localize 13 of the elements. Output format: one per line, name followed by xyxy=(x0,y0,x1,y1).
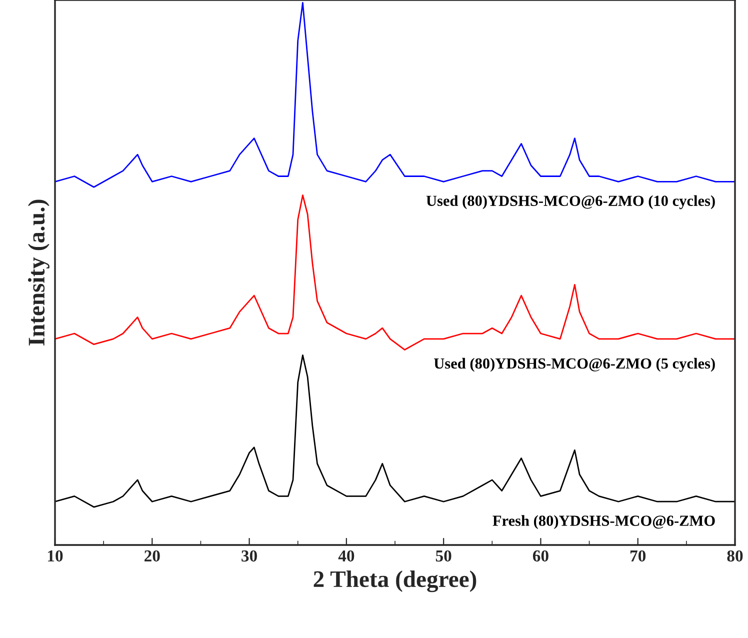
x-tick-label: 50 xyxy=(436,550,452,562)
x-tick-label: 40 xyxy=(338,550,354,562)
x-tick-label: 20 xyxy=(144,550,160,562)
x-tick-label: 60 xyxy=(532,550,548,562)
series-label: Used (80)YDSHS-MCO@6-ZMO (10 cycles) xyxy=(426,195,715,210)
x-tick-label: 70 xyxy=(630,550,646,562)
series-label: Fresh (80)YDSHS-MCO@6-ZMO xyxy=(492,515,715,530)
x-axis-title: 2 Theta (degree) xyxy=(314,570,476,592)
x-tick-label: 80 xyxy=(727,550,743,562)
x-tick-label: 30 xyxy=(242,550,257,562)
series-label: Used (80)YDSHS-MCO@6-ZMO (5 cycles) xyxy=(434,358,715,372)
y-axis-title: Intensity (a.u.) xyxy=(28,200,50,346)
x-tick-label: 10 xyxy=(48,550,63,562)
